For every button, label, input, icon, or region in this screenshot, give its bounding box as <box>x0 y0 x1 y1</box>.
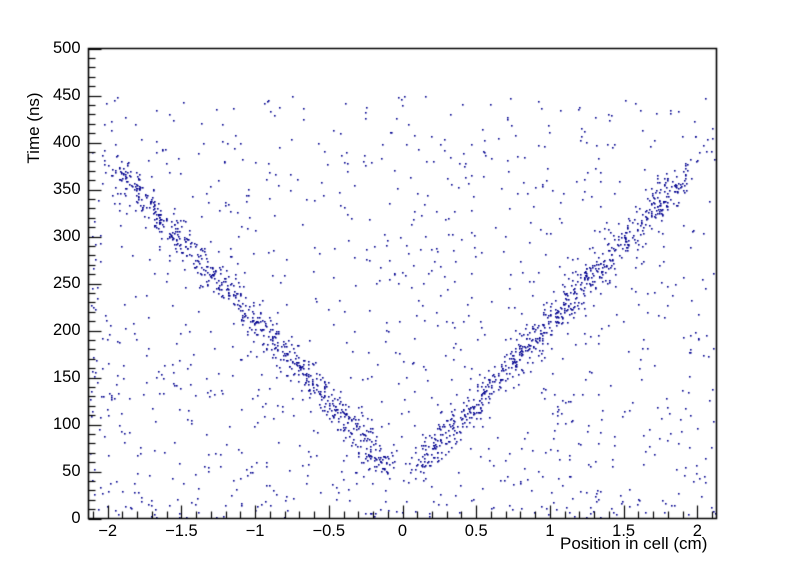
y-tick-label: 400 <box>52 132 81 151</box>
x-axis-title: Position in cell (cm) <box>560 534 708 553</box>
y-tick-label: 0 <box>71 508 81 527</box>
y-tick-label: 350 <box>52 179 81 198</box>
x-tick-label: 0 <box>397 521 408 540</box>
x-tick-label: 2 <box>692 521 702 540</box>
y-tick-label: 100 <box>52 414 81 433</box>
x-tick-label: −1.5 <box>165 521 198 540</box>
x-tick-label: −2 <box>98 521 118 540</box>
y-tick-label: 450 <box>52 85 81 104</box>
y-tick-label: 500 <box>52 38 81 57</box>
y-tick-label: 50 <box>62 461 81 480</box>
y-tick-label: 250 <box>52 273 81 292</box>
x-tick-label: 1.5 <box>612 521 636 540</box>
y-tick-label: 200 <box>52 320 81 339</box>
x-tick-label: −1 <box>245 521 265 540</box>
x-tick-label: 1 <box>545 521 555 540</box>
y-tick-label: 150 <box>52 367 81 386</box>
y-axis-title: Time (ns) <box>24 92 43 164</box>
x-tick-label: 0.5 <box>464 521 488 540</box>
x-tick-label: −0.5 <box>312 521 346 540</box>
y-tick-label: 300 <box>52 226 81 245</box>
